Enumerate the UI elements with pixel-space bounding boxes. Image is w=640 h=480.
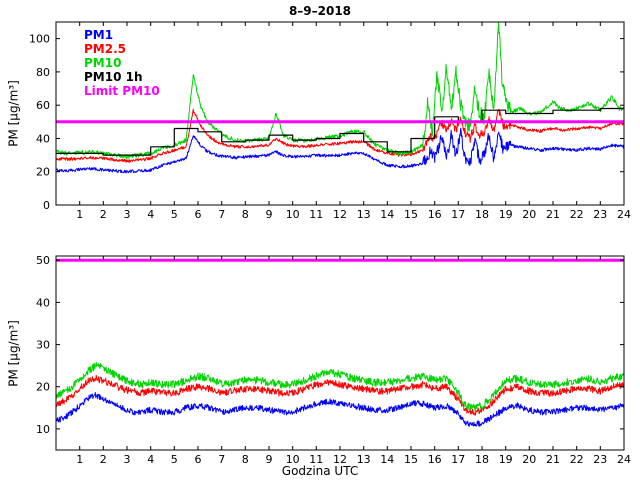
- x-tick-label: 12: [333, 208, 347, 221]
- x-tick-label: 5: [171, 208, 178, 221]
- x-tick-label: 7: [218, 453, 225, 466]
- series-PM1: [56, 127, 624, 174]
- x-tick-label: 19: [499, 453, 513, 466]
- x-axis-label: Godzina UTC: [281, 464, 359, 478]
- x-tick-label: 6: [195, 453, 202, 466]
- y-tick-label: 50: [36, 254, 50, 267]
- y-axis-label-bottom: PM [µg/m³]: [6, 320, 21, 387]
- x-tick-label: 3: [124, 453, 131, 466]
- y-tick-label: 20: [36, 381, 50, 394]
- x-tick-label: 2: [100, 208, 107, 221]
- legend-item-PM10-1h: PM10 1h: [84, 70, 143, 84]
- y-tick-label: 0: [43, 199, 50, 212]
- y-tick-label: 30: [36, 339, 50, 352]
- x-tick-label: 23: [593, 453, 607, 466]
- x-tick-label: 13: [357, 208, 371, 221]
- x-tick-label: 4: [147, 208, 154, 221]
- y-tick-label: 60: [36, 99, 50, 112]
- axes-box: [55, 255, 625, 451]
- x-tick-label: 14: [380, 453, 394, 466]
- x-tick-label: 9: [266, 453, 273, 466]
- x-tick-label: 11: [309, 208, 323, 221]
- x-tick-label: 14: [380, 208, 394, 221]
- tick-labels: 1 2 3 4 5 6 7 8 9 10 11 12 13 14 15 16 17 18 19 20 21 22 23 240…: [29, 22, 631, 221]
- x-tick-label: 15: [404, 208, 418, 221]
- legend-item-PM2.5: PM2.5: [84, 42, 126, 56]
- legend-item-Limit-PM10: Limit PM10: [84, 84, 160, 98]
- x-tick-label: 16: [428, 453, 442, 466]
- x-tick-label: 23: [593, 208, 607, 221]
- y-tick-label: 10: [36, 423, 50, 436]
- y-tick-label: 80: [36, 66, 50, 79]
- x-tick-label: 10: [286, 453, 300, 466]
- x-tick-label: 12: [333, 453, 347, 466]
- x-tick-label: 22: [570, 208, 584, 221]
- series-PM2.5: [56, 108, 624, 163]
- x-tick-label: 17: [451, 453, 465, 466]
- x-tick-label: 8: [242, 208, 249, 221]
- x-tick-label: 19: [499, 208, 513, 221]
- x-tick-label: 9: [266, 208, 273, 221]
- legend-item-PM10: PM10: [84, 56, 122, 70]
- x-tick-label: 6: [195, 208, 202, 221]
- legend-item-PM1: PM1: [84, 28, 114, 42]
- plot-area: [56, 22, 624, 174]
- series-PM1: [56, 392, 624, 427]
- legend: PM1 PM2.5 PM10 PM10 1h Limit PM10: [84, 28, 160, 98]
- tick-labels: 1 2 3 4 5 6 7 8 9 10 11 12 13 14 15 16 17 18 19 20 21 22 23 241…: [36, 254, 631, 466]
- y-tick-label: 40: [36, 133, 50, 146]
- series-PM2.5: [56, 374, 624, 416]
- x-tick-label: 21: [546, 453, 560, 466]
- x-tick-label: 11: [309, 453, 323, 466]
- x-tick-label: 15: [404, 453, 418, 466]
- series-PM10: [56, 361, 624, 412]
- x-tick-label: 20: [522, 208, 536, 221]
- plot-area: [56, 258, 624, 427]
- x-tick-label: 18: [475, 453, 489, 466]
- y-tick-label: 100: [29, 33, 50, 46]
- x-tick-label: 1: [76, 453, 83, 466]
- x-tick-label: 20: [522, 453, 536, 466]
- x-tick-label: 2: [100, 453, 107, 466]
- x-tick-label: 4: [147, 453, 154, 466]
- x-tick-label: 13: [357, 453, 371, 466]
- x-tick-label: 21: [546, 208, 560, 221]
- x-tick-label: 17: [451, 208, 465, 221]
- x-tick-label: 5: [171, 453, 178, 466]
- x-tick-label: 3: [124, 208, 131, 221]
- x-tick-label: 16: [428, 208, 442, 221]
- x-tick-label: 24: [617, 208, 631, 221]
- series-PM10-1h: [56, 107, 624, 156]
- x-tick-label: 8: [242, 453, 249, 466]
- y-tick-label: 20: [36, 166, 50, 179]
- x-tick-label: 22: [570, 453, 584, 466]
- x-tick-label: 24: [617, 453, 631, 466]
- y-axis-label-top: PM [µg/m³]: [6, 80, 21, 147]
- y-tick-label: 40: [36, 296, 50, 309]
- x-tick-label: 18: [475, 208, 489, 221]
- figure-title: 8–9–2018: [288, 4, 352, 18]
- x-tick-label: 10: [286, 208, 300, 221]
- x-tick-label: 1: [76, 208, 83, 221]
- x-tick-label: 7: [218, 208, 225, 221]
